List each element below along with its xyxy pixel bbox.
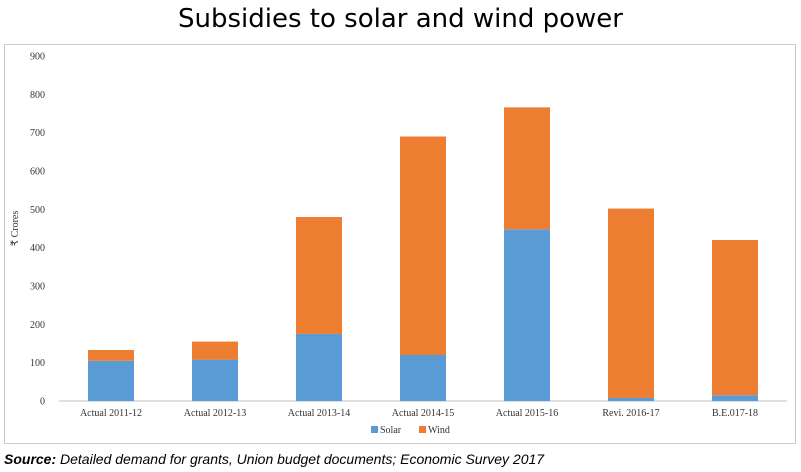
x-category-label: Actual 2015-16 (496, 408, 559, 419)
y-axis-label: ₹ Crores (10, 211, 21, 247)
y-tick-label: 800 (30, 90, 45, 101)
y-tick-label: 0 (40, 397, 45, 408)
bar-wind (504, 107, 550, 230)
bar-solar (88, 360, 134, 401)
bar-wind (608, 208, 654, 398)
bar-wind (88, 350, 134, 361)
legend-label-solar: Solar (380, 425, 402, 436)
y-tick-label: 300 (30, 282, 45, 293)
bar-solar (296, 333, 342, 401)
bar-solar (712, 395, 758, 401)
bar-solar (400, 355, 446, 401)
y-tick-label: 400 (30, 243, 45, 254)
x-category-label: Revi. 2016-17 (602, 408, 659, 419)
x-category-label: Actual 2011-12 (80, 408, 142, 419)
x-category-label: B.E.017-18 (712, 408, 758, 419)
x-category-label: Actual 2013-14 (288, 408, 351, 419)
y-tick-label: 100 (30, 358, 45, 369)
stacked-bar-chart: 0 100 200 300 400 500 600 700 800 900 ₹ Crores Actu… (10, 52, 787, 436)
x-category-label: Actual 2014-15 (392, 408, 455, 419)
bar-wind (400, 136, 446, 355)
bar-wind (192, 341, 238, 360)
y-tick-label: 600 (30, 167, 45, 178)
y-tick-label: 700 (30, 128, 45, 139)
bar-solar (504, 229, 550, 401)
y-tick-label: 200 (30, 320, 45, 331)
chart-title: Subsidies to solar and wind power (178, 4, 623, 34)
legend-swatch-solar (371, 426, 378, 433)
bar-wind (296, 217, 342, 334)
source-text: Detailed demand for grants, Union budget… (56, 451, 545, 467)
chart-frame: 0 100 200 300 400 500 600 700 800 900 ₹ Crores Actu… (4, 44, 796, 444)
x-category-label: Actual 2012-13 (184, 408, 247, 419)
legend-label-wind: Wind (428, 425, 450, 436)
source-label: Source: (4, 451, 57, 467)
y-tick-label: 500 (30, 205, 45, 216)
legend-swatch-wind (419, 426, 426, 433)
y-tick-label: 900 (30, 52, 45, 63)
bar-solar (192, 359, 238, 401)
bar-wind (712, 240, 758, 396)
source-note: Source: Detailed demand for grants, Unio… (4, 451, 544, 467)
bar-solar (608, 397, 654, 401)
